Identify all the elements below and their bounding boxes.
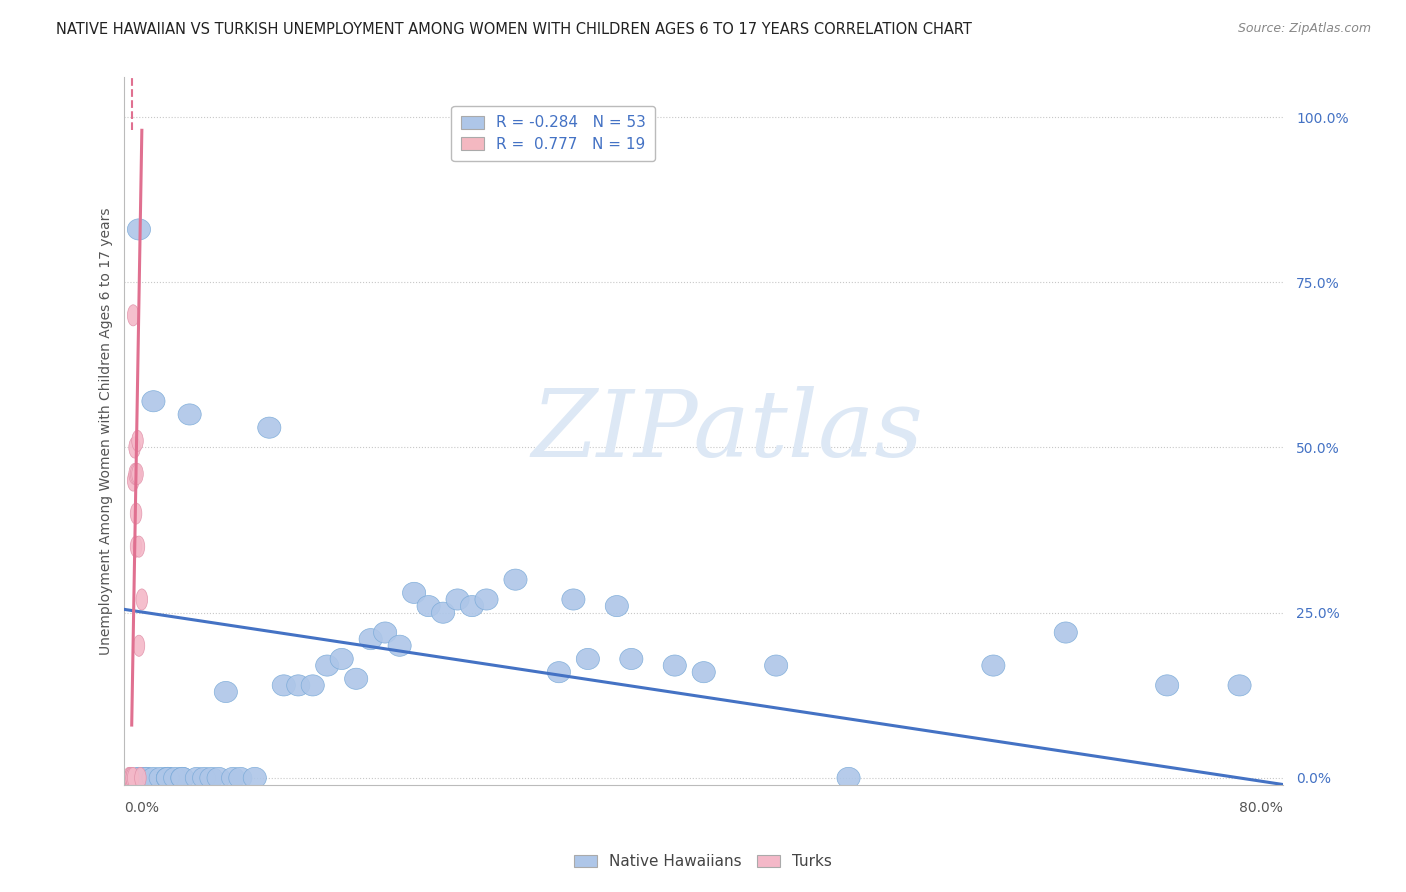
Ellipse shape xyxy=(135,767,146,789)
Ellipse shape xyxy=(131,536,142,558)
Ellipse shape xyxy=(129,437,141,458)
Ellipse shape xyxy=(981,655,1005,676)
Ellipse shape xyxy=(128,767,139,789)
Ellipse shape xyxy=(122,767,135,789)
Ellipse shape xyxy=(207,767,231,789)
Ellipse shape xyxy=(418,596,440,616)
Ellipse shape xyxy=(132,463,143,484)
Ellipse shape xyxy=(156,767,180,789)
Text: ZIPatlas: ZIPatlas xyxy=(531,386,922,476)
Ellipse shape xyxy=(388,635,411,657)
Ellipse shape xyxy=(179,404,201,425)
Ellipse shape xyxy=(125,767,136,789)
Ellipse shape xyxy=(132,430,143,451)
Ellipse shape xyxy=(214,681,238,703)
Ellipse shape xyxy=(156,767,180,789)
Ellipse shape xyxy=(765,655,787,676)
Ellipse shape xyxy=(142,767,165,789)
Ellipse shape xyxy=(134,536,145,558)
Ellipse shape xyxy=(330,648,353,670)
Ellipse shape xyxy=(664,655,686,676)
Ellipse shape xyxy=(344,668,368,690)
Ellipse shape xyxy=(128,470,139,491)
Ellipse shape xyxy=(170,767,194,789)
Ellipse shape xyxy=(576,648,599,670)
Ellipse shape xyxy=(432,602,454,624)
Text: 0.0%: 0.0% xyxy=(125,801,159,815)
Ellipse shape xyxy=(128,767,150,789)
Ellipse shape xyxy=(127,767,138,789)
Ellipse shape xyxy=(186,767,208,789)
Ellipse shape xyxy=(257,417,281,438)
Ellipse shape xyxy=(193,767,215,789)
Ellipse shape xyxy=(301,675,325,696)
Ellipse shape xyxy=(315,655,339,676)
Ellipse shape xyxy=(460,596,484,616)
Ellipse shape xyxy=(359,629,382,649)
Ellipse shape xyxy=(692,662,716,682)
Ellipse shape xyxy=(446,589,470,610)
Ellipse shape xyxy=(131,463,142,484)
Ellipse shape xyxy=(1054,622,1077,643)
Ellipse shape xyxy=(149,767,173,789)
Ellipse shape xyxy=(129,463,141,484)
Ellipse shape xyxy=(503,569,527,591)
Ellipse shape xyxy=(135,767,157,789)
Ellipse shape xyxy=(374,622,396,643)
Legend: R = -0.284   N = 53, R =  0.777   N = 19: R = -0.284 N = 53, R = 0.777 N = 19 xyxy=(451,106,655,161)
Ellipse shape xyxy=(620,648,643,670)
Ellipse shape xyxy=(131,503,142,524)
Ellipse shape xyxy=(156,767,180,789)
Ellipse shape xyxy=(287,675,309,696)
Ellipse shape xyxy=(128,305,139,326)
Ellipse shape xyxy=(134,635,145,657)
Text: 80.0%: 80.0% xyxy=(1239,801,1284,815)
Ellipse shape xyxy=(128,767,150,789)
Ellipse shape xyxy=(605,596,628,616)
Ellipse shape xyxy=(200,767,224,789)
Ellipse shape xyxy=(229,767,252,789)
Ellipse shape xyxy=(163,767,187,789)
Ellipse shape xyxy=(1227,675,1251,696)
Text: NATIVE HAWAIIAN VS TURKISH UNEMPLOYMENT AMONG WOMEN WITH CHILDREN AGES 6 TO 17 Y: NATIVE HAWAIIAN VS TURKISH UNEMPLOYMENT … xyxy=(56,22,972,37)
Ellipse shape xyxy=(135,767,157,789)
Ellipse shape xyxy=(142,391,165,412)
Ellipse shape xyxy=(273,675,295,696)
Ellipse shape xyxy=(128,219,150,240)
Ellipse shape xyxy=(136,589,148,610)
Ellipse shape xyxy=(170,767,194,789)
Ellipse shape xyxy=(222,767,245,789)
Ellipse shape xyxy=(837,767,860,789)
Ellipse shape xyxy=(127,767,138,789)
Ellipse shape xyxy=(1156,675,1178,696)
Ellipse shape xyxy=(547,662,571,682)
Ellipse shape xyxy=(562,589,585,610)
Y-axis label: Unemployment Among Women with Children Ages 6 to 17 years: Unemployment Among Women with Children A… xyxy=(100,207,114,655)
Ellipse shape xyxy=(402,582,426,604)
Ellipse shape xyxy=(243,767,266,789)
Ellipse shape xyxy=(125,767,136,789)
Legend: Native Hawaiians, Turks: Native Hawaiians, Turks xyxy=(568,848,838,875)
Ellipse shape xyxy=(475,589,498,610)
Text: Source: ZipAtlas.com: Source: ZipAtlas.com xyxy=(1237,22,1371,36)
